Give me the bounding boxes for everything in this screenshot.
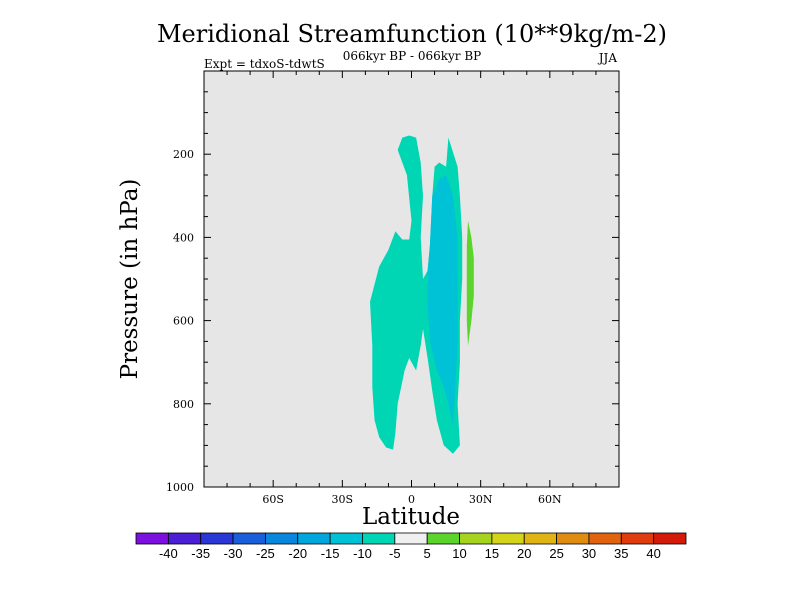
colorbar-swatch [362,532,396,545]
x-tick-label: 30N [469,493,493,506]
colorbar-swatch [653,532,687,545]
colorbar-label: -10 [353,546,372,561]
colorbar-swatch [523,532,557,545]
colorbar-label: -20 [288,546,307,561]
contour-region-2 [466,220,474,346]
x-tick-label: 60N [538,493,562,506]
season-label: JJA [597,51,618,65]
x-tick-label: 0 [408,493,415,506]
colorbar-swatch [297,532,331,545]
contour-regions [370,135,474,454]
colorbar-label: 15 [485,546,499,561]
colorbar-label: 10 [452,546,466,561]
y-tick-label: 600 [173,315,194,328]
contour-region-1 [427,175,458,425]
x-tick-label: 60S [262,493,284,506]
colorbar-swatch [329,532,363,545]
colorbar-label: 35 [614,546,628,561]
colorbar-label: -25 [256,546,275,561]
colorbar-swatch [232,532,266,545]
expt-label: Expt = tdxoS-tdwtS [204,57,325,71]
y-tick-label: 400 [173,231,194,244]
colorbar-label: 25 [549,546,563,561]
colorbar-label: -35 [191,546,210,561]
colorbar-label: 5 [424,546,431,561]
chart-title: Meridional Streamfunction (10**9kg/m-2) [157,20,667,48]
colorbar-label: 30 [582,546,596,561]
colorbar-label: -30 [224,546,243,561]
colorbar-swatch [167,532,202,545]
colorbar-swatch [459,532,493,545]
colorbar-swatch [265,532,299,545]
y-tick-label: 800 [173,398,194,411]
colorbar-swatch [491,532,525,545]
colorbar-swatch [588,532,622,545]
colorbar-label: -40 [159,546,178,561]
y-tick-label: 200 [173,148,194,161]
colorbar-label: -5 [389,546,401,561]
colorbar-swatch [200,532,234,545]
colorbar-swatch [135,532,169,545]
colorbar-label: -15 [321,546,340,561]
colorbar-label: 40 [646,546,660,561]
y-tick-label: 1000 [166,481,194,494]
chart-subtitle: 066kyr BP - 066kyr BP [343,49,481,63]
colorbar-label: 20 [517,546,531,561]
colorbar-swatch [556,532,590,545]
colorbar-swatch [426,532,460,545]
y-axis-label: Pressure (in hPa) [117,179,143,380]
axis-ticks: 60S 30S 0 30N 60N 200 400 600 800 1000 [166,71,619,506]
colorbar-swatch [620,532,655,545]
x-tick-label: 30S [332,493,354,506]
colorbar: -40 -35 -30 -25 -20 -15 -10 -5 5 10 15 20 25 30 35 40 [135,532,687,561]
colorbar-swatch [394,532,428,545]
x-axis-label: Latitude [362,504,460,530]
